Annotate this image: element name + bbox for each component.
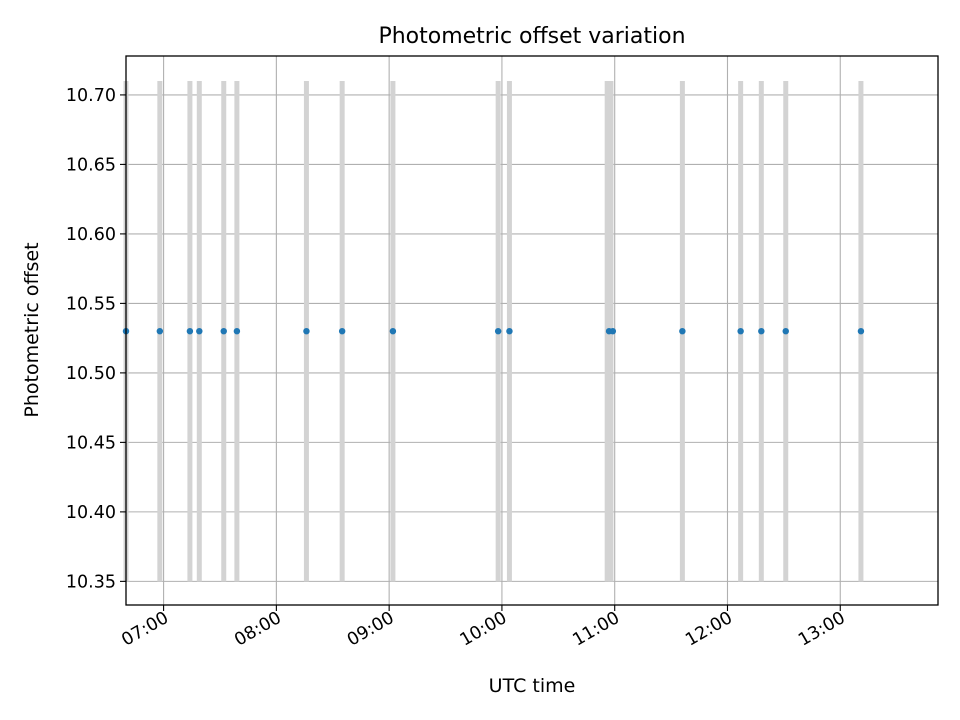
y-axis-ticks: 10.35 10.40 10.45 10.50 10.55 10.60 10.65 10.70 [66, 86, 126, 592]
data-point [737, 327, 744, 335]
data-point [506, 327, 513, 335]
data-point [156, 327, 164, 335]
y-tick-label: 10.60 [66, 225, 116, 245]
y-tick-label: 10.50 [66, 364, 116, 384]
plot-frame [125, 55, 939, 606]
y-tick-label: 10.35 [66, 572, 116, 592]
data-point [679, 327, 686, 335]
y-tick-label: 10.70 [66, 86, 116, 106]
data-point [857, 327, 865, 335]
y-tick-label: 10.55 [66, 294, 116, 314]
chart-title: Photometric offset variation [378, 24, 685, 49]
data-point [233, 327, 241, 335]
data-point [782, 327, 789, 335]
y-axis-label: Photometric offset [21, 242, 43, 417]
data-point [758, 327, 765, 335]
data-point [303, 327, 310, 335]
data-point [609, 327, 617, 335]
data-point [220, 327, 227, 335]
data-point [494, 327, 502, 335]
y-tick-label: 10.45 [66, 433, 116, 453]
data-point [196, 327, 203, 335]
data-point [389, 327, 397, 335]
x-axis-label: UTC time [489, 675, 576, 697]
y-tick-label: 10.65 [66, 155, 116, 175]
data-point [338, 327, 346, 335]
data-points [122, 327, 865, 335]
data-point [186, 327, 194, 335]
y-tick-label: 10.40 [66, 503, 116, 523]
